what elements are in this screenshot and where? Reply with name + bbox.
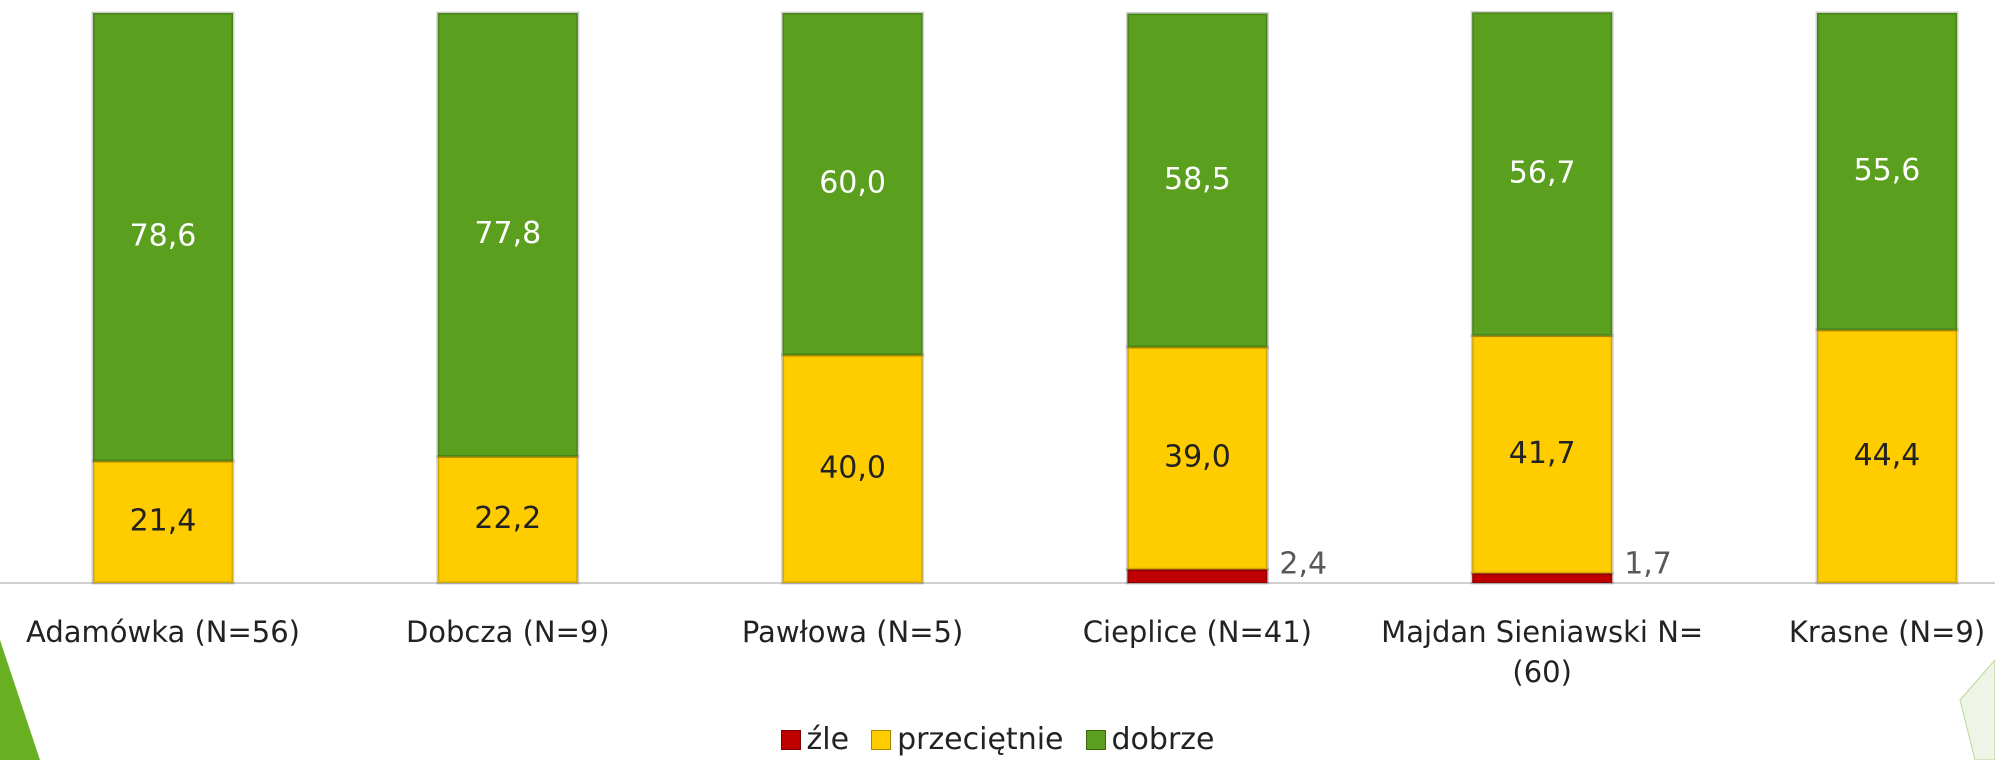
bar-segment bbox=[1125, 567, 1269, 585]
data-label: 56,7 bbox=[1509, 156, 1576, 191]
data-label: 44,4 bbox=[1854, 438, 1921, 473]
legend: źle przeciętnie dobrze bbox=[0, 722, 1995, 757]
bar-segment bbox=[1815, 328, 1959, 585]
data-label: 55,6 bbox=[1854, 153, 1921, 188]
x-tick-label: Krasne (N=9) bbox=[1788, 615, 1986, 649]
legend-item: źle bbox=[780, 722, 850, 757]
bar-segment bbox=[781, 353, 925, 585]
bar-segment bbox=[1815, 11, 1959, 332]
bar-segment bbox=[436, 11, 580, 458]
data-label: 21,4 bbox=[130, 504, 197, 539]
bar-segment bbox=[91, 459, 235, 585]
x-tick-label: Dobcza (N=9) bbox=[405, 615, 610, 649]
data-label: 58,5 bbox=[1164, 162, 1231, 197]
decoration bbox=[1959, 659, 1995, 760]
x-tick-label: Majdan Sieniawski N=(60) bbox=[1381, 615, 1704, 689]
legend-label: przeciętnie bbox=[897, 722, 1064, 757]
legend-swatch bbox=[1085, 729, 1106, 750]
data-label: 41,7 bbox=[1509, 436, 1576, 471]
bar-segment bbox=[1125, 345, 1269, 571]
data-label: 22,2 bbox=[474, 501, 541, 536]
data-label: 1,7 bbox=[1624, 547, 1672, 582]
data-label: 60,0 bbox=[819, 166, 886, 201]
x-tick-label: Pawłowa (N=5) bbox=[741, 615, 964, 649]
bar-segment bbox=[1470, 334, 1614, 575]
legend-item: przeciętnie bbox=[871, 722, 1064, 757]
legend-swatch bbox=[871, 729, 892, 750]
data-label: 2,4 bbox=[1279, 547, 1327, 582]
data-label: 78,6 bbox=[130, 219, 197, 254]
bar-segment bbox=[91, 11, 235, 463]
bar-segment bbox=[1125, 12, 1269, 349]
legend-label: dobrze bbox=[1111, 722, 1215, 757]
legend-label: źle bbox=[806, 722, 850, 757]
data-label: 39,0 bbox=[1164, 440, 1231, 475]
bar-segment bbox=[1470, 10, 1614, 338]
x-tick-label: Adamówka (N=56) bbox=[25, 615, 300, 649]
data-label: 40,0 bbox=[819, 451, 886, 486]
decoration bbox=[0, 640, 40, 760]
x-tick-label: Cieplice (N=41) bbox=[1082, 615, 1312, 649]
bar-segment bbox=[781, 11, 925, 357]
data-label: 77,8 bbox=[474, 216, 541, 251]
legend-item: dobrze bbox=[1085, 722, 1215, 757]
legend-swatch bbox=[780, 729, 801, 750]
